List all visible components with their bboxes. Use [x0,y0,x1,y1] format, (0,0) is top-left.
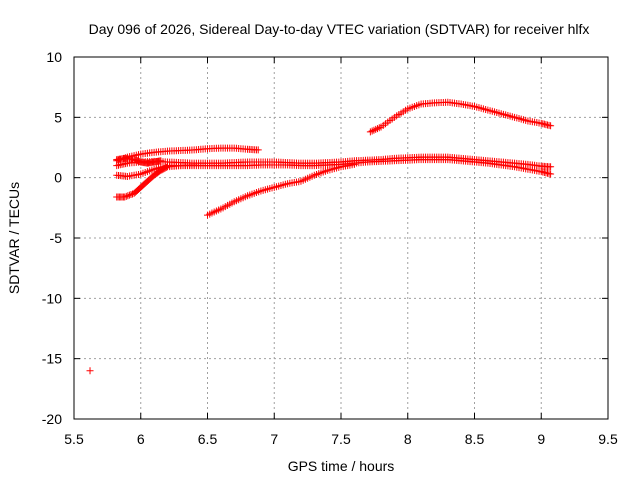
x-tick-label: 6.5 [198,431,218,447]
data-point [547,122,555,130]
y-tick-label: 0 [54,170,62,186]
x-tick-label: 8.5 [465,431,485,447]
x-tick-label: 7.5 [331,431,351,447]
chart-title: Day 096 of 2026, Sidereal Day-to-day VTE… [89,21,590,37]
data-point [127,191,135,199]
series-lower-left-rise [113,161,198,201]
data-point [372,125,380,133]
data-point [254,146,262,154]
data-point [162,163,170,171]
y-tick-label: 5 [54,109,62,125]
y-axis-label: SDTVAR / TECUs [6,182,22,294]
data-point [157,157,165,165]
x-tick-label: 9 [537,431,545,447]
x-tick-label: 9.5 [598,431,618,447]
data-point [373,125,381,133]
x-tick-label: 6 [137,431,145,447]
series-upper-left-arc [113,144,262,165]
data-point [121,193,129,201]
x-tick-labels: 5.5 6 6.5 7 7.5 8 8.5 9 9.5 [64,431,618,447]
grid-lines [74,57,608,419]
data-point [547,163,555,171]
data-point [86,367,94,375]
data-point [124,192,132,200]
y-tick-labels: -20 -15 -10 -5 0 5 10 [42,49,62,427]
data-point [547,170,555,178]
data-point [375,124,383,132]
data-point [122,192,130,200]
series-outlier [86,367,94,375]
y-tick-label: -10 [42,290,62,306]
series-lower-rising-arc [204,160,358,219]
series-left-knot [113,154,165,167]
data-point [370,126,378,134]
x-axis-label: GPS time / hours [288,458,395,474]
y-tick-label: -5 [50,230,63,246]
x-tick-label: 5.5 [64,431,84,447]
data-point [190,161,198,169]
y-tick-label: 10 [46,49,62,65]
x-tick-label: 7 [270,431,278,447]
series-upper-right-arc [366,98,555,136]
axis-ticks [73,56,609,420]
data-point [366,128,374,136]
data-points [86,98,555,375]
y-tick-label: -20 [42,411,62,427]
x-tick-label: 8 [404,431,412,447]
series-main-band-b [113,156,555,180]
data-point [368,127,376,135]
data-point [350,160,358,168]
data-point [125,191,133,199]
y-tick-label: -15 [42,351,62,367]
